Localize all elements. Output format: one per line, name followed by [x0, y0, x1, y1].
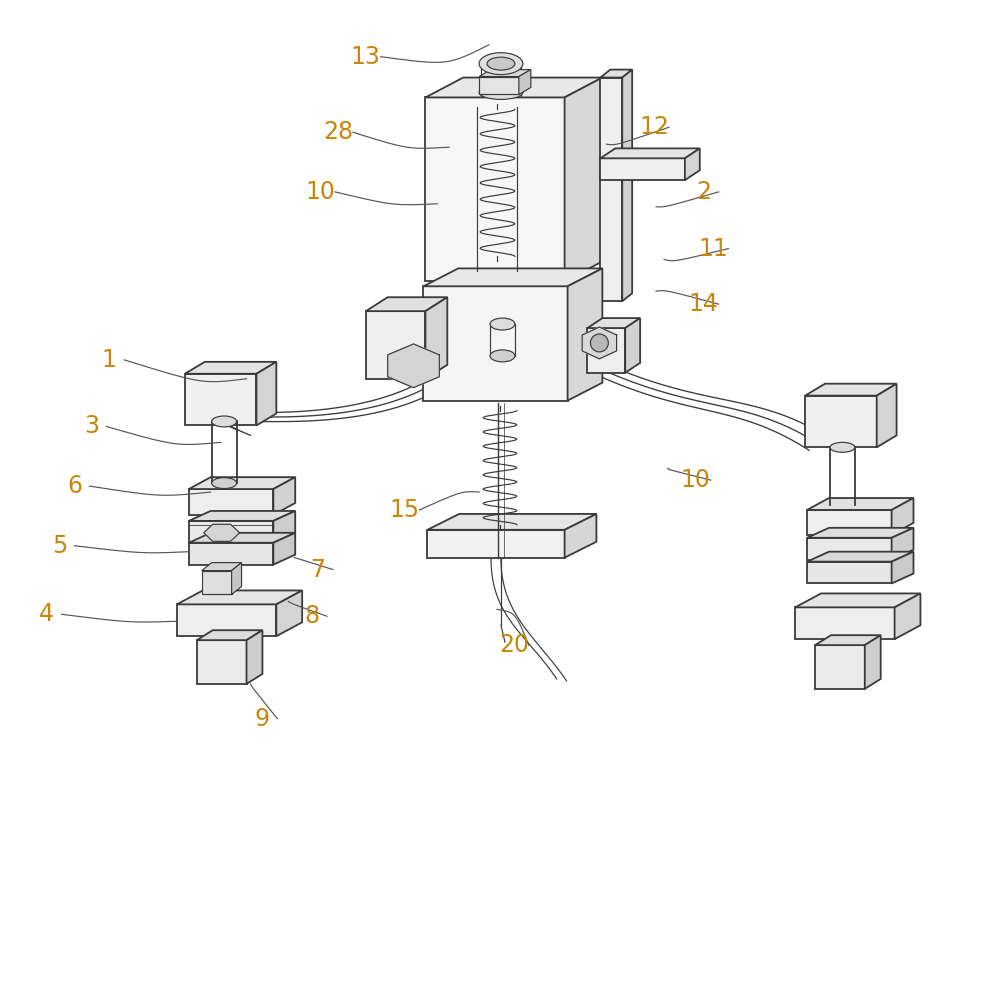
Text: 2: 2 [696, 180, 712, 204]
Polygon shape [600, 158, 685, 180]
Polygon shape [600, 78, 622, 301]
Ellipse shape [490, 350, 515, 362]
Polygon shape [587, 318, 640, 328]
Polygon shape [177, 590, 302, 604]
Polygon shape [587, 328, 625, 373]
Polygon shape [479, 70, 531, 77]
Text: 11: 11 [699, 237, 729, 261]
Polygon shape [805, 384, 897, 396]
Polygon shape [565, 78, 602, 281]
Polygon shape [807, 538, 892, 560]
Polygon shape [427, 530, 565, 558]
Text: 9: 9 [254, 707, 270, 731]
Ellipse shape [212, 416, 237, 427]
Polygon shape [425, 78, 602, 97]
Ellipse shape [212, 478, 237, 489]
Polygon shape [232, 563, 242, 594]
Text: 13: 13 [351, 45, 381, 69]
Text: 10: 10 [681, 468, 711, 492]
Ellipse shape [830, 442, 855, 452]
Polygon shape [807, 528, 913, 538]
Polygon shape [877, 384, 897, 447]
Polygon shape [805, 396, 877, 447]
Polygon shape [273, 511, 295, 543]
Polygon shape [815, 645, 865, 689]
Polygon shape [185, 362, 276, 374]
Polygon shape [423, 268, 602, 286]
Polygon shape [685, 148, 700, 180]
Polygon shape [807, 552, 913, 562]
Text: 10: 10 [305, 180, 335, 204]
Polygon shape [256, 362, 276, 425]
Polygon shape [892, 498, 913, 535]
Polygon shape [795, 607, 895, 639]
Text: 5: 5 [52, 534, 68, 558]
Polygon shape [892, 528, 913, 560]
Polygon shape [189, 477, 295, 489]
Text: 3: 3 [83, 414, 99, 438]
Polygon shape [807, 562, 892, 583]
Polygon shape [427, 514, 596, 530]
Polygon shape [177, 604, 276, 636]
Polygon shape [568, 268, 602, 401]
Polygon shape [425, 97, 565, 281]
Text: 6: 6 [67, 474, 83, 498]
Ellipse shape [479, 53, 523, 75]
Polygon shape [582, 327, 616, 359]
Polygon shape [276, 590, 302, 636]
Text: 28: 28 [323, 120, 353, 144]
Polygon shape [425, 297, 447, 379]
Text: 20: 20 [499, 633, 529, 657]
Text: 8: 8 [304, 604, 320, 628]
Text: 1: 1 [102, 348, 116, 372]
Polygon shape [388, 344, 439, 388]
Polygon shape [865, 635, 881, 689]
Text: 12: 12 [639, 115, 669, 139]
Polygon shape [197, 640, 247, 684]
Text: 14: 14 [689, 292, 719, 316]
Polygon shape [189, 543, 273, 565]
Text: 15: 15 [390, 498, 419, 522]
Polygon shape [204, 524, 240, 541]
Polygon shape [519, 70, 531, 94]
Polygon shape [807, 510, 892, 535]
Polygon shape [202, 563, 242, 571]
Polygon shape [895, 593, 920, 639]
Polygon shape [815, 635, 881, 645]
Polygon shape [423, 286, 568, 401]
Polygon shape [185, 374, 256, 425]
Polygon shape [273, 477, 295, 515]
Polygon shape [247, 630, 262, 684]
Polygon shape [189, 489, 273, 515]
Polygon shape [189, 521, 273, 543]
Polygon shape [892, 552, 913, 583]
Polygon shape [795, 593, 920, 607]
Ellipse shape [490, 318, 515, 330]
Ellipse shape [487, 57, 515, 70]
Polygon shape [622, 70, 632, 301]
Polygon shape [625, 318, 640, 373]
Text: 4: 4 [39, 602, 55, 626]
Polygon shape [202, 571, 232, 594]
Circle shape [590, 334, 608, 352]
Polygon shape [366, 311, 425, 379]
Polygon shape [600, 70, 632, 78]
Polygon shape [189, 511, 295, 521]
Polygon shape [273, 533, 295, 565]
Polygon shape [366, 297, 447, 311]
Polygon shape [600, 148, 700, 158]
Polygon shape [565, 514, 596, 558]
Polygon shape [189, 533, 295, 543]
Text: 7: 7 [310, 558, 326, 582]
Polygon shape [479, 77, 519, 94]
Polygon shape [807, 498, 913, 510]
Ellipse shape [479, 86, 523, 99]
Polygon shape [197, 630, 262, 640]
